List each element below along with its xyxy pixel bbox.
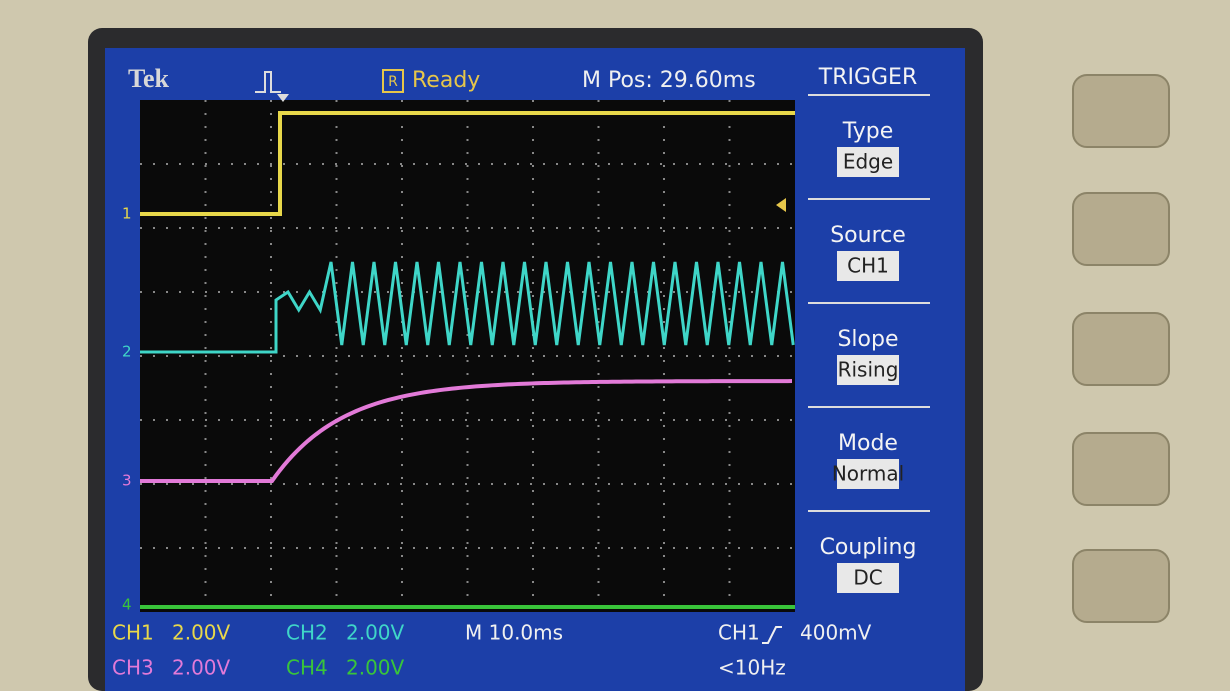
menu-label: Slope [837, 327, 898, 352]
menu: Type Edge Source CH1 Slope Rising Mode Normal Co… [808, 94, 930, 593]
menu-value-box [837, 355, 899, 385]
menu-label: Source [830, 223, 906, 248]
channel-scale: 2.00V [172, 656, 231, 680]
waveforms [140, 111, 795, 609]
menu-value-box [837, 251, 899, 281]
run-icon-r: R [388, 74, 398, 90]
graticule [140, 100, 795, 612]
channel-label: CH4 [286, 656, 328, 680]
side-button[interactable] [1072, 74, 1170, 148]
channel-scale: 2.00V [346, 621, 405, 645]
slope-icon [762, 626, 782, 644]
frequency: <10Hz [718, 656, 786, 680]
menu-value-box [837, 459, 899, 489]
menu-title: TRIGGER [818, 65, 918, 90]
trigger-source: CH1 [718, 621, 760, 645]
side-button[interactable] [1072, 432, 1170, 506]
channel-label: CH1 [112, 621, 154, 645]
channel-marker: 4 [122, 596, 132, 614]
ch2-trace [140, 261, 795, 354]
side-button[interactable] [1072, 312, 1170, 386]
acq-icon [255, 71, 281, 93]
footer: CH1 2.00V CH2 2.00V CH3 2.00V CH4 2.00V M 10.0ms… [112, 621, 872, 680]
channel-scale: 2.00V [172, 621, 231, 645]
trigger-pos [277, 94, 289, 102]
brand: Tek [128, 64, 169, 93]
channel-marker: 2 [122, 343, 132, 361]
side-button[interactable] [1072, 192, 1170, 266]
channel-scale: 2.00V [346, 656, 405, 680]
buttons [1072, 74, 1170, 623]
channel-label: CH2 [286, 621, 328, 645]
side-button[interactable] [1072, 549, 1170, 623]
menu-value: Normal [832, 462, 904, 486]
position: M Pos: 29.60ms [582, 68, 756, 93]
menu-label: Mode [838, 431, 898, 456]
run-icon [382, 69, 404, 93]
menu-value-box [837, 563, 899, 593]
trigger-level [776, 198, 786, 212]
menu-value: DC [853, 566, 882, 590]
menu-label: Type [842, 119, 894, 144]
channel-marker: 1 [122, 205, 132, 223]
ch1-trace [140, 111, 795, 216]
menu-value: Edge [843, 150, 893, 174]
trigger-level: 400mV [800, 621, 872, 645]
menu-label: Coupling [820, 535, 917, 560]
menu-value: Rising [838, 358, 899, 382]
status: Ready [412, 68, 480, 93]
ch3-trace [140, 379, 793, 483]
channel-marker: 3 [122, 472, 132, 490]
channel-label: CH3 [112, 656, 154, 680]
menu-value: CH1 [847, 254, 889, 278]
timebase: M 10.0ms [465, 621, 563, 645]
menu-value-box [837, 147, 899, 177]
